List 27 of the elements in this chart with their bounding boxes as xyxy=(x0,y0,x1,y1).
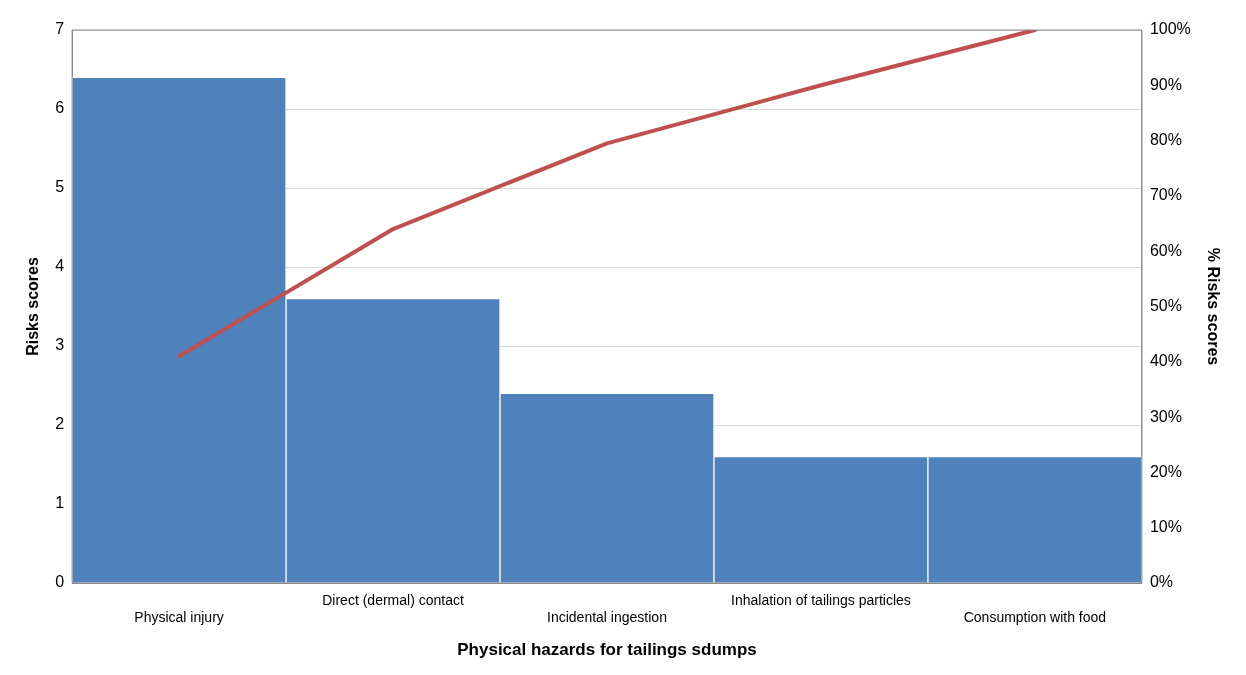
y2-tick-label: 70% xyxy=(1149,186,1182,204)
y-tick-label: 0 xyxy=(55,573,65,591)
y2-tick-label: 90% xyxy=(1149,75,1182,93)
y-axis-title: Risks scores xyxy=(24,257,42,356)
y-tick-label: 4 xyxy=(55,257,65,275)
y2-tick-label: 60% xyxy=(1149,241,1182,259)
x-tick-label: Incidental ingestion xyxy=(547,609,667,626)
y-tick-label: 7 xyxy=(55,20,65,38)
x-tick-label: Inhalation of tailings particles xyxy=(731,592,911,609)
y-tick-label: 2 xyxy=(55,415,65,433)
y2-tick-label: 50% xyxy=(1149,296,1182,314)
y2-tick-label: 100% xyxy=(1149,20,1191,38)
y-tick-label: 1 xyxy=(55,494,65,512)
y2-tick-label: 10% xyxy=(1149,518,1182,536)
y2-tick-label: 20% xyxy=(1149,462,1182,480)
y2-tick-label: 40% xyxy=(1149,352,1182,370)
y2-tick-label: 30% xyxy=(1149,407,1182,425)
x-tick-label: Physical injury xyxy=(134,609,224,626)
x-axis-title: Physical hazards for tailings sdumps xyxy=(457,640,757,660)
x-tick-label: Direct (dermal) contact xyxy=(322,592,464,609)
y2-tick-label: 80% xyxy=(1149,131,1182,149)
y2-axis-title: % Risks scores xyxy=(1204,247,1222,366)
y-tick-label: 6 xyxy=(55,99,65,117)
y-tick-label: 5 xyxy=(55,178,65,196)
y-tick-label: 3 xyxy=(55,336,65,354)
x-tick-label: Consumption with food xyxy=(963,609,1107,626)
y2-tick-label: 0% xyxy=(1149,573,1173,591)
